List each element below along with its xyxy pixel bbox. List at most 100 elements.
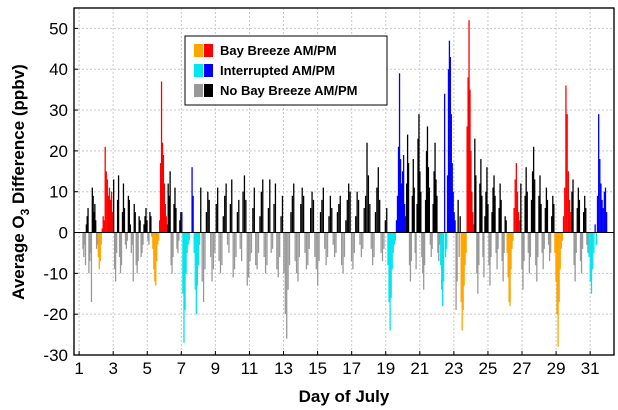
bar-int [603,191,605,233]
bar-no [113,179,115,233]
bar-no [345,220,347,233]
bar-bay [110,191,113,233]
bar-int [393,232,396,245]
bar-no [478,232,480,266]
bar-int [592,232,594,270]
bar-no [536,232,538,282]
bar-bay [473,224,475,233]
bar-no [498,208,500,233]
bar-bay [555,232,557,282]
bar-no [173,203,175,233]
bar-no [84,232,87,266]
bar-bay [159,163,162,233]
bar-no [132,232,134,282]
plot-frame-top [73,7,615,356]
bar-bay [164,203,166,233]
bar-no [91,187,93,233]
bar-no [377,167,379,233]
x-tick-label: 15 [308,359,327,378]
bar-bay [155,232,157,286]
bar-no [376,187,378,233]
bar-no [236,212,239,233]
bar-no [319,212,322,233]
legend-label-bay-breeze: Bay Breeze AM/PM [220,43,337,58]
bar-no [457,199,459,233]
bar-bay [161,142,164,233]
bar-bay [463,232,465,286]
bar-bay [556,232,558,315]
x-axis-title: Day of July [299,387,390,406]
bar-no [326,232,329,258]
bar-int [182,232,184,294]
bar-no [300,203,302,233]
bar-no [429,232,431,245]
bar-bay [509,232,511,307]
legend-swatch-no-bay-am [194,84,203,97]
bar-int [402,154,405,233]
bar-no [135,232,137,266]
bar-int [187,232,189,245]
bar-no [328,216,330,233]
bar-no [494,195,496,233]
bar-no [550,232,552,253]
bar-no [548,232,551,262]
bar-bay [516,191,519,233]
bar-no [125,232,128,249]
legend-swatch-interrupted-pm [204,64,213,77]
bar-no [82,232,84,249]
bar-no [476,232,478,274]
bar-no [321,199,323,233]
bar-int [590,232,593,294]
bar-no [370,232,372,249]
bar-no [408,232,411,266]
bar-no [436,195,438,233]
bar-int [195,232,197,315]
bar-no [252,208,254,233]
bar-no [136,232,138,274]
bar-bay [558,232,560,302]
bar-no [505,220,507,233]
bar-no [89,232,92,253]
bar-no [83,232,86,245]
bar-bay [163,183,166,233]
bar-no [342,232,344,274]
bar-int [450,114,452,233]
bar-no [367,175,370,233]
bar-no [583,212,585,233]
bar-int [449,56,452,233]
bar-no [262,179,264,233]
bar-no [128,199,130,233]
bar-no [221,232,223,266]
bar-no [531,171,534,233]
bar-no [175,208,177,233]
bar-no [286,232,288,339]
bar-no [295,232,298,274]
bar-no [538,195,540,233]
bar-int [394,232,397,241]
bar-bay [570,212,572,233]
bar-no [456,232,458,282]
bar-no [580,232,583,274]
bar-no [266,232,268,266]
bar-no [534,179,536,233]
bar-bay [464,232,466,266]
bar-no [411,195,413,233]
bar-bay [97,232,99,258]
bar-no [535,232,537,266]
bar-no [484,216,486,233]
bar-bay [470,150,472,233]
bar-no [312,199,315,233]
data-bars [82,20,608,347]
x-tick-label: 13 [274,359,293,378]
bar-no [231,179,233,233]
bar-int [396,195,399,233]
bar-int [443,93,446,233]
bar-int [390,232,392,298]
bar-no [228,232,230,253]
bar-no [571,191,573,233]
bar-no [407,163,410,233]
bar-no [238,199,240,233]
bar-no [381,232,384,262]
bar-int [452,191,454,233]
y-tick-label: -10 [43,264,68,283]
